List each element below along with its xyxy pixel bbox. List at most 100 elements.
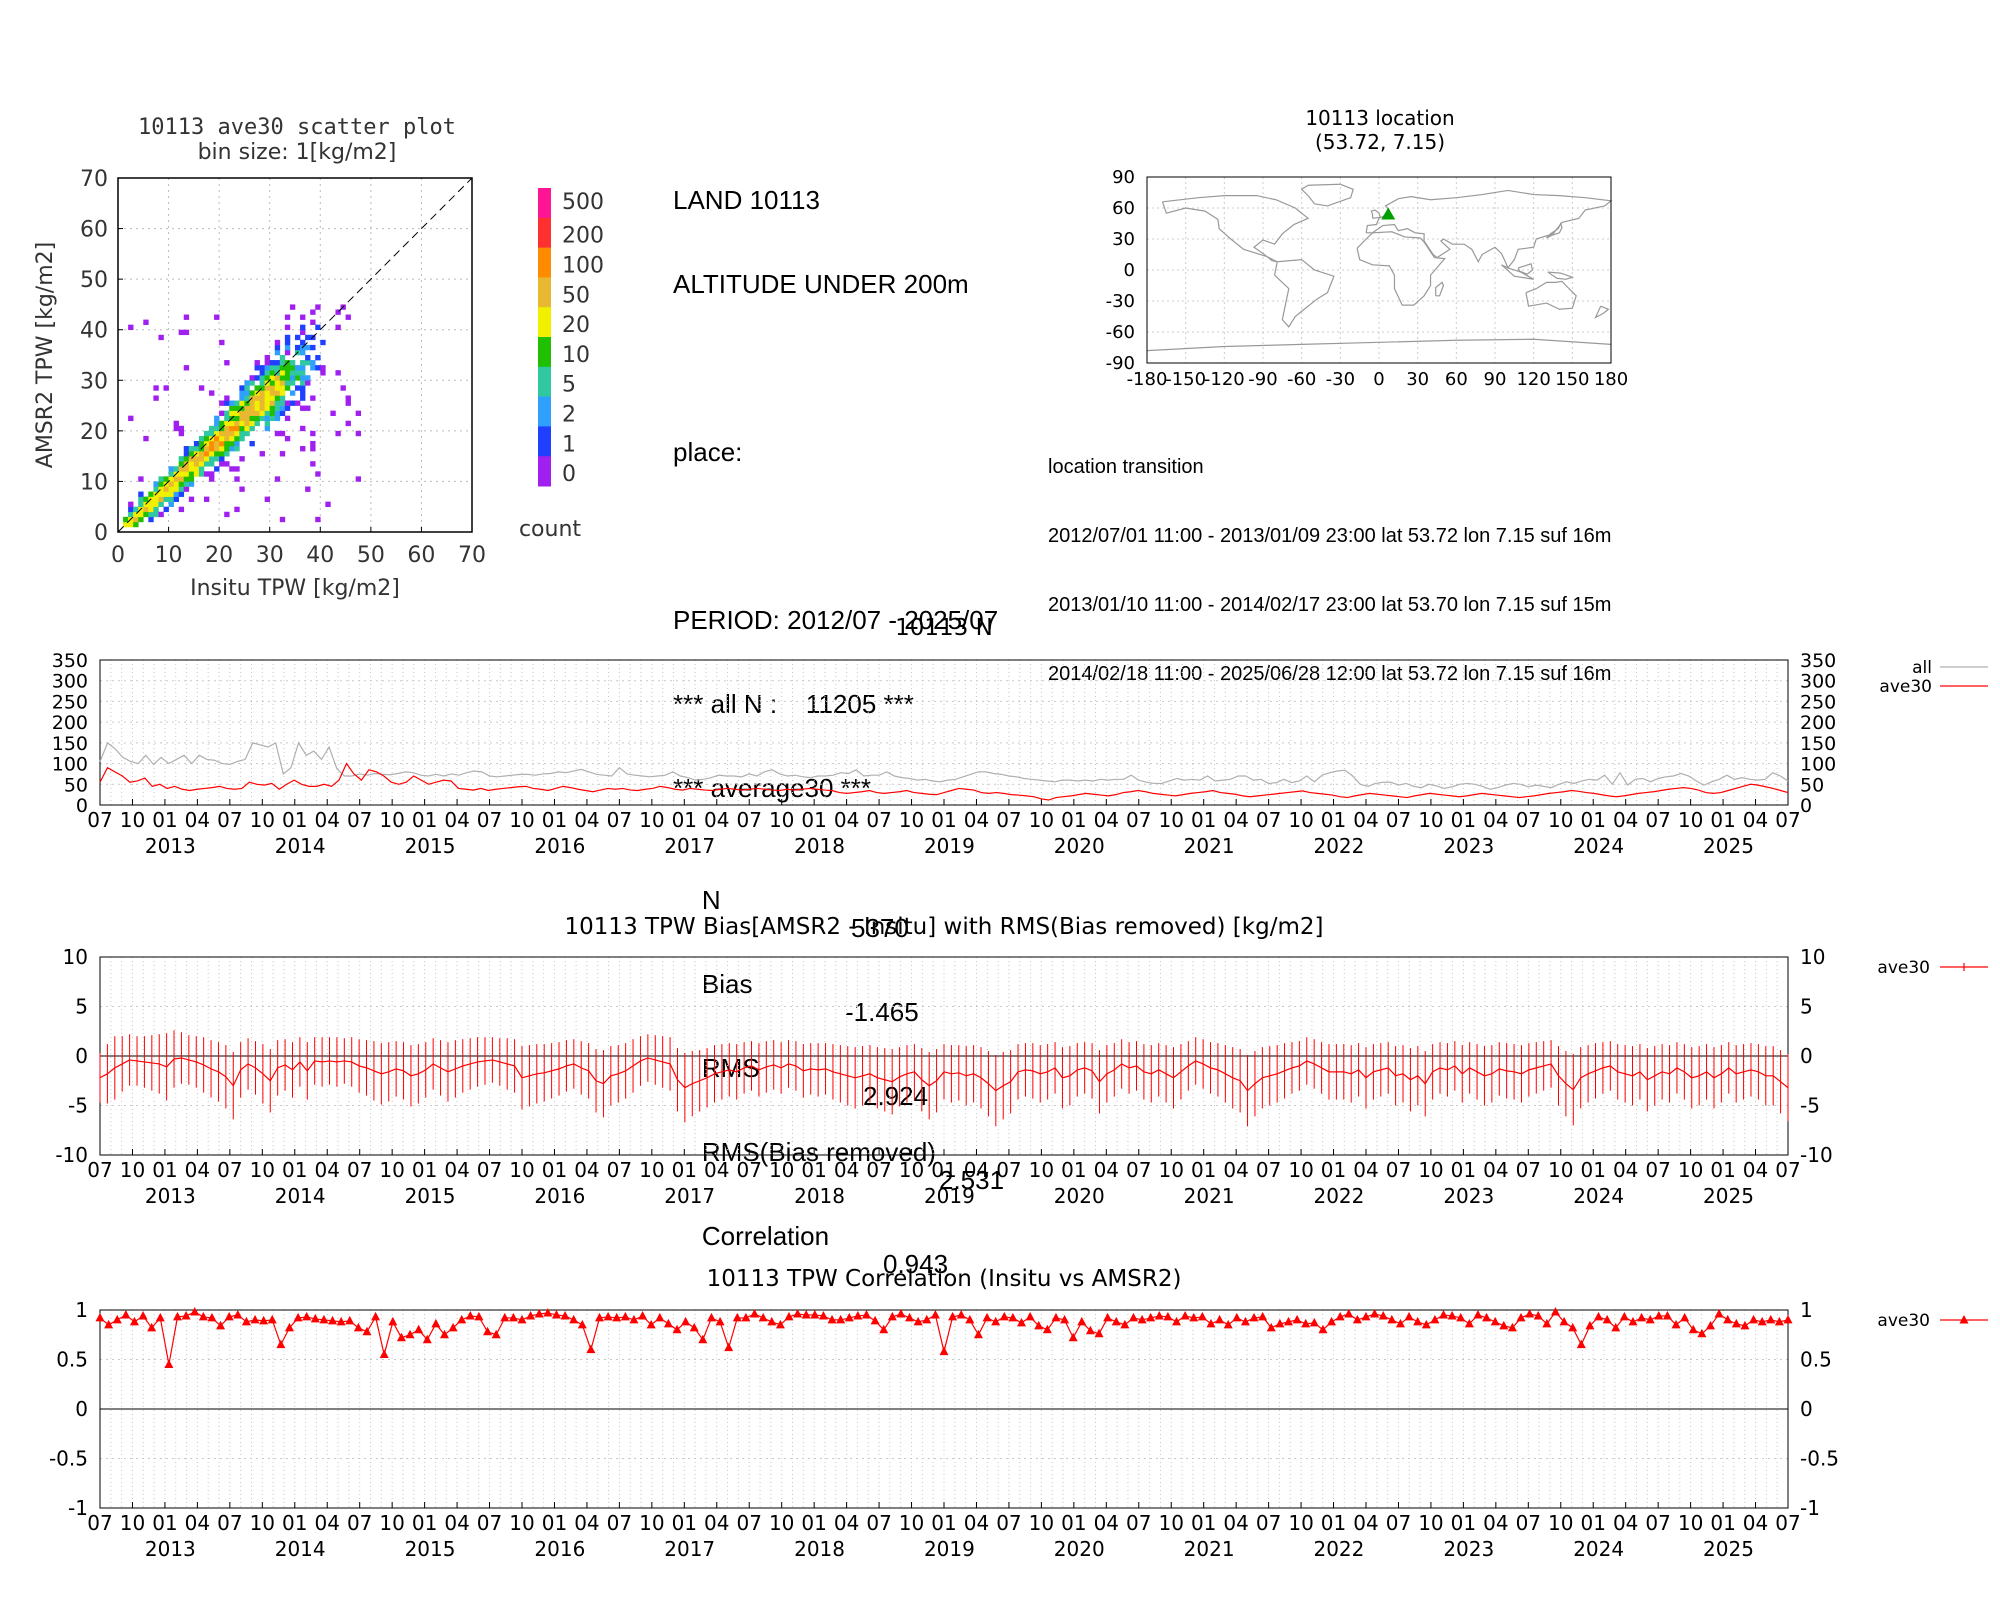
y-tick-label: 50 bbox=[80, 268, 108, 293]
density-cell bbox=[198, 435, 205, 442]
density-cell bbox=[183, 476, 190, 482]
y-tick-label: 40 bbox=[80, 319, 108, 344]
month-tick-label: 04 bbox=[1483, 808, 1508, 832]
series-marker bbox=[508, 1312, 518, 1322]
month-tick-label: 04 bbox=[964, 808, 989, 832]
density-cell bbox=[224, 425, 230, 432]
density-cell bbox=[315, 304, 321, 310]
year-tick-label: 2014 bbox=[275, 1537, 326, 1561]
y-tick-label: 10 bbox=[80, 470, 108, 495]
density-cell bbox=[274, 410, 281, 416]
density-cell bbox=[188, 466, 195, 472]
series-marker bbox=[1576, 1339, 1586, 1349]
month-tick-label: 10 bbox=[639, 1158, 664, 1182]
scatter-heatmap bbox=[123, 304, 362, 528]
month-tick-label: 10 bbox=[769, 1511, 794, 1535]
density-cell bbox=[284, 344, 291, 351]
month-tick-label: 07 bbox=[477, 1158, 502, 1182]
density-cell bbox=[284, 324, 291, 331]
series-marker bbox=[801, 1309, 811, 1319]
month-tick-label: 07 bbox=[1126, 1158, 1151, 1182]
coastline bbox=[1370, 209, 1382, 219]
series-marker bbox=[345, 1315, 355, 1325]
density-cell bbox=[224, 395, 230, 401]
density-cell bbox=[254, 405, 260, 411]
density-cell bbox=[300, 385, 306, 391]
year-tick-label: 2024 bbox=[1573, 1537, 1624, 1561]
month-tick-label: 01 bbox=[152, 808, 177, 832]
month-tick-label: 01 bbox=[1451, 808, 1476, 832]
month-tick-label: 04 bbox=[704, 1158, 729, 1182]
series-line-ave30 bbox=[99, 762, 1789, 801]
density-cell bbox=[244, 395, 250, 401]
year-tick-label: 2023 bbox=[1443, 834, 1494, 858]
month-tick-label: 10 bbox=[1548, 808, 1573, 832]
month-tick-label: 01 bbox=[152, 1158, 177, 1182]
series-marker bbox=[1094, 1328, 1104, 1338]
colorbar-label: 200 bbox=[562, 224, 604, 249]
month-tick-label: 07 bbox=[347, 808, 372, 832]
y-tick-label: 0 bbox=[76, 795, 88, 817]
density-cell bbox=[279, 400, 286, 406]
scatter-ticks: 00 10 10 20 20 30 30 40 40 50 50 60 60 70 70 bbox=[80, 167, 486, 568]
month-tick-label: 04 bbox=[1483, 1158, 1508, 1182]
month-tick-label: 04 bbox=[574, 808, 599, 832]
density-cell bbox=[239, 400, 245, 406]
density-cell bbox=[274, 380, 281, 386]
month-tick-label: 04 bbox=[315, 808, 340, 832]
month-tick-label: 01 bbox=[412, 1511, 437, 1535]
y-tick-label-right: 0 bbox=[1800, 1397, 1813, 1421]
density-cell bbox=[148, 501, 154, 508]
density-cell bbox=[279, 370, 286, 376]
density-cell bbox=[254, 395, 260, 401]
density-cell bbox=[219, 410, 225, 416]
month-tick-label: 01 bbox=[1581, 1158, 1606, 1182]
density-cell bbox=[143, 511, 149, 518]
y-tick-label-right: 0 bbox=[1800, 795, 1812, 817]
location-map: 10113 location (53.72, 7.15) -180-150-12… bbox=[1106, 106, 1629, 390]
series-marker bbox=[216, 1320, 226, 1330]
series-marker bbox=[1275, 1318, 1285, 1328]
density-cell bbox=[178, 491, 185, 497]
series-marker bbox=[629, 1314, 639, 1324]
series-marker bbox=[930, 1309, 940, 1319]
density-cell bbox=[209, 456, 215, 462]
density-cell bbox=[325, 501, 331, 508]
series-marker bbox=[646, 1319, 656, 1329]
density-cell bbox=[320, 339, 326, 346]
y-tick-label: -1 bbox=[68, 1496, 88, 1520]
series-marker bbox=[1585, 1320, 1595, 1330]
density-cell bbox=[305, 380, 311, 386]
series-marker bbox=[379, 1349, 389, 1359]
month-tick-label: 10 bbox=[379, 808, 404, 832]
density-cell bbox=[143, 506, 149, 513]
density-cell bbox=[269, 410, 276, 416]
colorbar-label: 50 bbox=[562, 283, 590, 308]
density-cell bbox=[305, 344, 311, 351]
month-tick-label: 07 bbox=[607, 1511, 632, 1535]
density-cell bbox=[239, 395, 245, 401]
series-marker bbox=[1042, 1324, 1052, 1334]
month-tick-label: 01 bbox=[801, 808, 826, 832]
series-marker bbox=[956, 1309, 966, 1319]
stats-blank bbox=[673, 522, 998, 550]
colorbar-title: count bbox=[519, 517, 581, 542]
colorbar-label: 100 bbox=[562, 254, 604, 279]
series-marker bbox=[620, 1311, 630, 1321]
density-cell bbox=[193, 471, 200, 477]
series-marker bbox=[104, 1319, 114, 1329]
month-tick-label: 04 bbox=[704, 808, 729, 832]
series-marker bbox=[991, 1316, 1001, 1326]
series-marker bbox=[241, 1316, 251, 1326]
density-cell bbox=[264, 375, 271, 381]
series-marker bbox=[1301, 1318, 1311, 1328]
density-cell bbox=[284, 380, 291, 386]
density-cell bbox=[168, 466, 174, 472]
density-cell bbox=[315, 516, 321, 523]
month-tick-label: 01 bbox=[1710, 1158, 1735, 1182]
series-marker bbox=[1464, 1318, 1474, 1328]
month-tick-label: 04 bbox=[185, 808, 210, 832]
month-tick-label: 04 bbox=[315, 1158, 340, 1182]
month-tick-label: 01 bbox=[672, 1511, 697, 1535]
density-cell bbox=[158, 501, 164, 508]
